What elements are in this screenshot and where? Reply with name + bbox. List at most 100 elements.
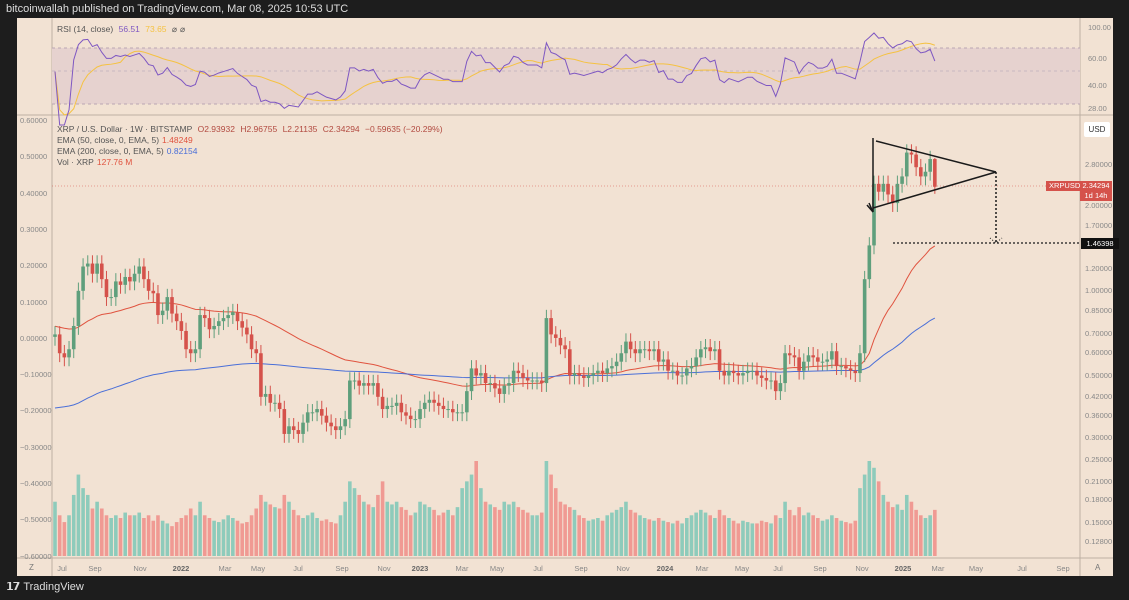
volume-bar: [212, 520, 216, 556]
right-axis-label: 0.15000: [1085, 517, 1113, 527]
candle-body: [404, 412, 408, 416]
brand-name: TradingView: [23, 580, 84, 593]
volume-bar: [217, 522, 221, 556]
chart-frame[interactable]: [17, 18, 1113, 576]
volume-bar: [741, 520, 745, 556]
volume-label: Vol · XRP: [57, 157, 94, 167]
volume-bar: [179, 518, 184, 556]
candle-body: [521, 373, 525, 378]
volume-bar: [933, 509, 937, 556]
candle-body: [455, 412, 460, 414]
volume-bar: [792, 515, 797, 556]
candle-body: [71, 325, 76, 350]
symbol-info: XRP / U.S. Dollar · 1W · BITSTAMP: [57, 124, 193, 134]
hide-icon[interactable]: ⌀: [171, 24, 178, 34]
rsi-legend[interactable]: RSI (14, close) 56.51 73.65 ⌀ ⌀: [57, 24, 188, 35]
candle-body: [727, 370, 731, 376]
candle-body: [53, 334, 57, 337]
volume-bar: [638, 515, 642, 556]
candle-body: [919, 167, 923, 177]
volume-bar: [315, 518, 319, 556]
right-axis-label: 1.20000: [1085, 263, 1113, 273]
volume-bar: [830, 515, 834, 556]
footer-brand[interactable]: 𝟭𝟳 TradingView: [6, 580, 84, 594]
volume-bar: [249, 515, 254, 556]
volume-bar: [750, 523, 755, 556]
candle-body: [376, 383, 380, 397]
candle-body: [202, 315, 207, 319]
triangle-pattern-drawing[interactable]: [866, 138, 1080, 244]
current-price-value: 2.34294: [1082, 181, 1110, 190]
time-axis-label: Nov: [616, 564, 630, 573]
volume-bar: [296, 515, 301, 556]
ema50-legend[interactable]: EMA (50, close, 0, EMA, 5) 1.48249: [57, 135, 446, 146]
volume-bar: [226, 515, 230, 556]
candle-body: [614, 361, 619, 367]
volume-bar: [67, 515, 71, 556]
candle-body: [497, 388, 502, 394]
candle-body: [394, 402, 399, 406]
volume-bar: [114, 515, 118, 556]
currency-button[interactable]: USD: [1084, 122, 1110, 137]
volume-bar: [432, 509, 436, 556]
volume-legend[interactable]: Vol · XRP 127.76 M: [57, 157, 446, 168]
volume-bar: [858, 488, 862, 556]
rsi-axis-label: 60.00: [1088, 54, 1107, 63]
volume-bar: [305, 515, 310, 556]
volume-bar: [282, 494, 287, 556]
triangle-upper-line[interactable]: [875, 140, 997, 173]
volume-bar: [221, 519, 226, 556]
right-axis-label: 0.60000: [1085, 348, 1113, 358]
candle-body: [876, 183, 881, 192]
triangle-lower-line[interactable]: [872, 171, 997, 209]
ema200-legend[interactable]: EMA (200, close, 0, EMA, 5) 0.82154: [57, 146, 446, 157]
volume-bar: [661, 520, 666, 556]
candle-body: [652, 349, 656, 352]
candle-body: [872, 183, 876, 246]
candle-body: [633, 349, 638, 354]
volume-bar: [553, 488, 558, 556]
left-axis-label: −0.30000: [20, 442, 52, 452]
left-axis-label: 0.50000: [20, 152, 48, 162]
low-value: L2.21135: [282, 124, 318, 134]
volume-bar: [549, 474, 553, 556]
volume-bar: [348, 481, 352, 556]
candle-body: [221, 318, 226, 322]
candle-body: [170, 297, 174, 314]
volume-bar: [577, 515, 581, 556]
left-axis-label: 0.10000: [20, 297, 48, 307]
left-axis-label: −0.60000: [20, 551, 52, 561]
candle-body: [647, 349, 652, 352]
right-axis-label: 0.36000: [1085, 410, 1113, 420]
volume-bar: [600, 520, 605, 556]
target-price-tag: 1.46398: [1081, 238, 1119, 249]
volume-bar: [787, 509, 792, 556]
volume-bar: [886, 501, 890, 556]
candle-body: [137, 266, 142, 274]
change-value: −0.59635 (−20.29%): [365, 124, 443, 134]
ema50-value: 1.48249: [162, 135, 193, 145]
volume-bar: [207, 518, 212, 556]
volume-bar: [769, 523, 773, 556]
candle-body: [568, 349, 572, 376]
hide-icon[interactable]: ⌀: [180, 24, 186, 34]
volume-bar: [451, 515, 455, 556]
symbol-price-tag: XRPUSD: [1046, 181, 1084, 191]
auto-scale-button[interactable]: A: [1095, 563, 1101, 572]
volume-bar: [652, 520, 656, 556]
candle-body: [179, 321, 184, 331]
candle-body: [502, 385, 507, 394]
volume-bar: [778, 518, 783, 556]
volume-bar: [446, 509, 450, 556]
main-legend[interactable]: XRP / U.S. Dollar · 1W · BITSTAMP O2.939…: [57, 124, 446, 168]
volume-bar: [399, 507, 404, 556]
volume-bar: [123, 512, 127, 556]
right-axis-label: 2.00000: [1085, 201, 1113, 211]
right-axis-label: 0.70000: [1085, 329, 1113, 339]
candle-body: [385, 405, 390, 410]
candle-body: [703, 347, 708, 350]
zoom-button[interactable]: Z: [29, 563, 34, 572]
volume-bar: [670, 523, 675, 556]
candle-body: [904, 152, 909, 177]
